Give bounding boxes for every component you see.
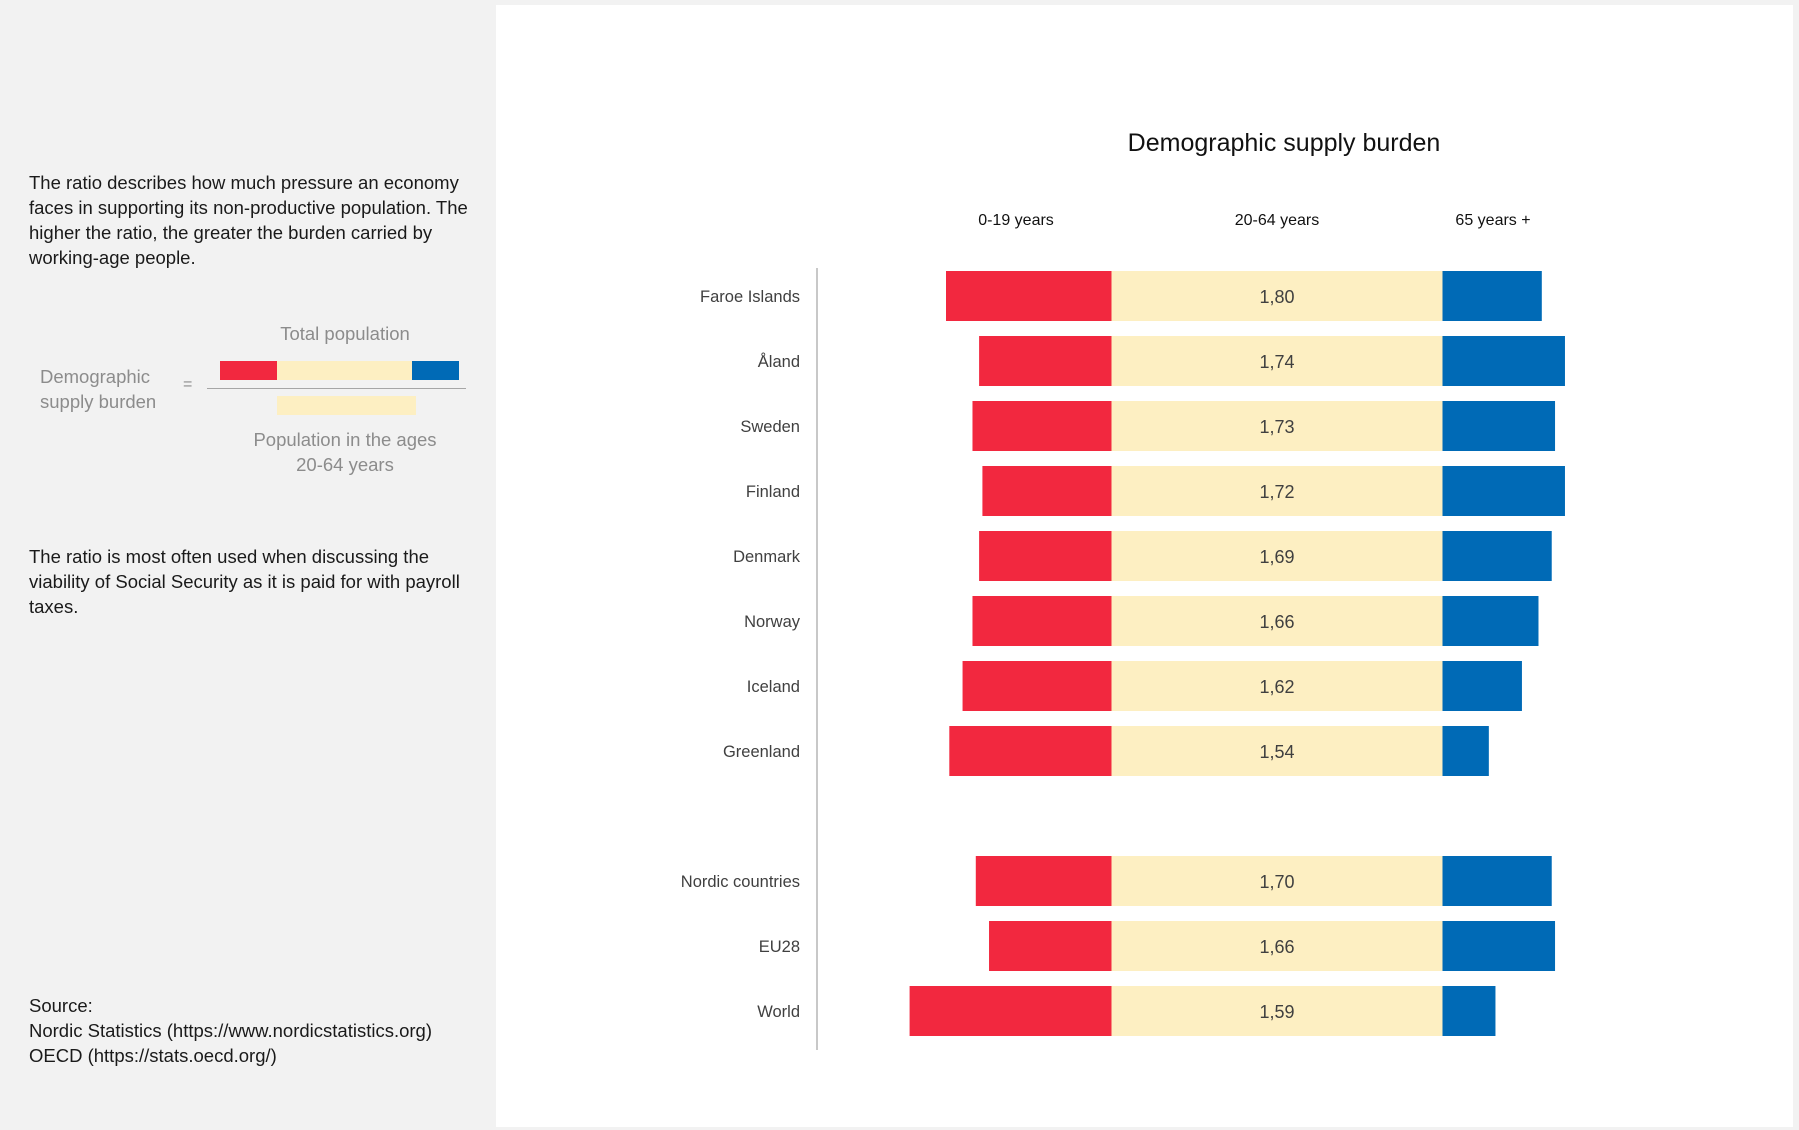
category-label-sweden: Sweden [740,418,800,436]
formula-denominator-label: Population in the ages 20-64 years [253,429,437,475]
bar-working-greenland [1111,726,1443,776]
bar-working-world [1111,986,1443,1036]
value-label-nordic-countries: 1,70 [1259,872,1294,892]
bar-old-denmark [1442,531,1552,581]
numerator-working-swatch [277,361,412,380]
bar-old-iceland [1442,661,1522,711]
bar-young-greenland [949,726,1112,776]
bar-working-finland [1111,466,1443,516]
value-label-faroe-islands: 1,80 [1259,287,1294,307]
formula-equals-sign: = [183,376,193,393]
chart-svg: Demographic supply burden 0-19 years 20-… [681,129,1565,1050]
bar-working-sweden [1111,401,1443,451]
bar-young-norway [972,596,1112,646]
column-header-old: 65 years + [1455,212,1530,229]
category-label-norway: Norway [744,613,801,631]
info-sidebar: The ratio describes how much pressure an… [0,0,495,1130]
bar-working-norway [1111,596,1443,646]
column-header-working: 20-64 years [1235,212,1320,229]
source-nordic-statistics: Nordic Statistics (https://www.nordicsta… [29,1020,432,1041]
bar-working-faroe-islands [1111,271,1443,321]
category-label-world: World [757,1003,800,1021]
category-label-nordic-countries: Nordic countries [681,873,800,891]
category-label-aland: Åland [758,352,800,371]
ratio-usage-note: The ratio is most often used when discus… [29,546,460,617]
bar-young-iceland [962,661,1112,711]
numerator-old-swatch [412,361,459,380]
category-label-faroe-islands: Faroe Islands [700,288,800,306]
category-label-finland: Finland [746,483,800,501]
bar-old-aland [1442,336,1565,386]
numerator-young-swatch [220,361,277,380]
bar-young-aland [979,336,1112,386]
value-label-sweden: 1,73 [1259,417,1294,437]
category-label-denmark: Denmark [733,548,801,566]
bar-working-denmark [1111,531,1443,581]
bar-old-greenland [1442,726,1489,776]
formula-label: Demographic supply burden [40,366,157,412]
formula-numerator-label: Total population [280,323,410,344]
value-label-denmark: 1,69 [1259,547,1294,567]
value-label-world: 1,59 [1259,1002,1294,1022]
bar-young-world [909,986,1112,1036]
bar-old-faroe-islands [1442,271,1542,321]
bar-young-nordic-countries [975,856,1112,906]
value-label-greenland: 1,54 [1259,742,1294,762]
bar-old-nordic-countries [1442,856,1552,906]
category-label-eu28: EU28 [759,938,800,956]
fraction-line [207,388,466,389]
value-label-iceland: 1,62 [1259,677,1294,697]
chart-panel: Demographic supply burden 0-19 years 20-… [496,5,1793,1127]
value-label-norway: 1,66 [1259,612,1294,632]
bar-young-finland [982,466,1112,516]
bar-young-faroe-islands [946,271,1112,321]
bar-young-denmark [979,531,1112,581]
value-label-eu28: 1,66 [1259,937,1294,957]
bars-layer: Faroe Islands 1,80 Åland 1,74 Sweden 1,73 Finl… [681,271,1565,1036]
bar-old-sweden [1442,401,1556,451]
bar-working-eu28 [1111,921,1443,971]
bar-young-sweden [972,401,1112,451]
bar-working-iceland [1111,661,1443,711]
value-label-finland: 1,72 [1259,482,1294,502]
bar-old-world [1442,986,1496,1036]
value-label-aland: 1,74 [1259,352,1294,372]
bar-working-aland [1111,336,1443,386]
bar-old-finland [1442,466,1565,516]
source-title: Source: [29,995,93,1016]
category-label-greenland: Greenland [723,743,800,761]
ratio-description: The ratio describes how much pressure an… [29,172,468,268]
bar-old-norway [1442,596,1539,646]
category-label-iceland: Iceland [747,678,800,696]
bar-working-nordic-countries [1111,856,1443,906]
bar-young-eu28 [989,921,1112,971]
chart-title: Demographic supply burden [1128,129,1441,157]
source-oecd: OECD (https://stats.oecd.org/) [29,1045,277,1066]
formula-diagram: Demographic supply burden = Total popula… [0,0,495,500]
column-header-young: 0-19 years [978,212,1054,229]
denominator-working-swatch [277,396,416,415]
bar-old-eu28 [1442,921,1556,971]
source-block: Source: Nordic Statistics (https://www.n… [29,993,489,1068]
